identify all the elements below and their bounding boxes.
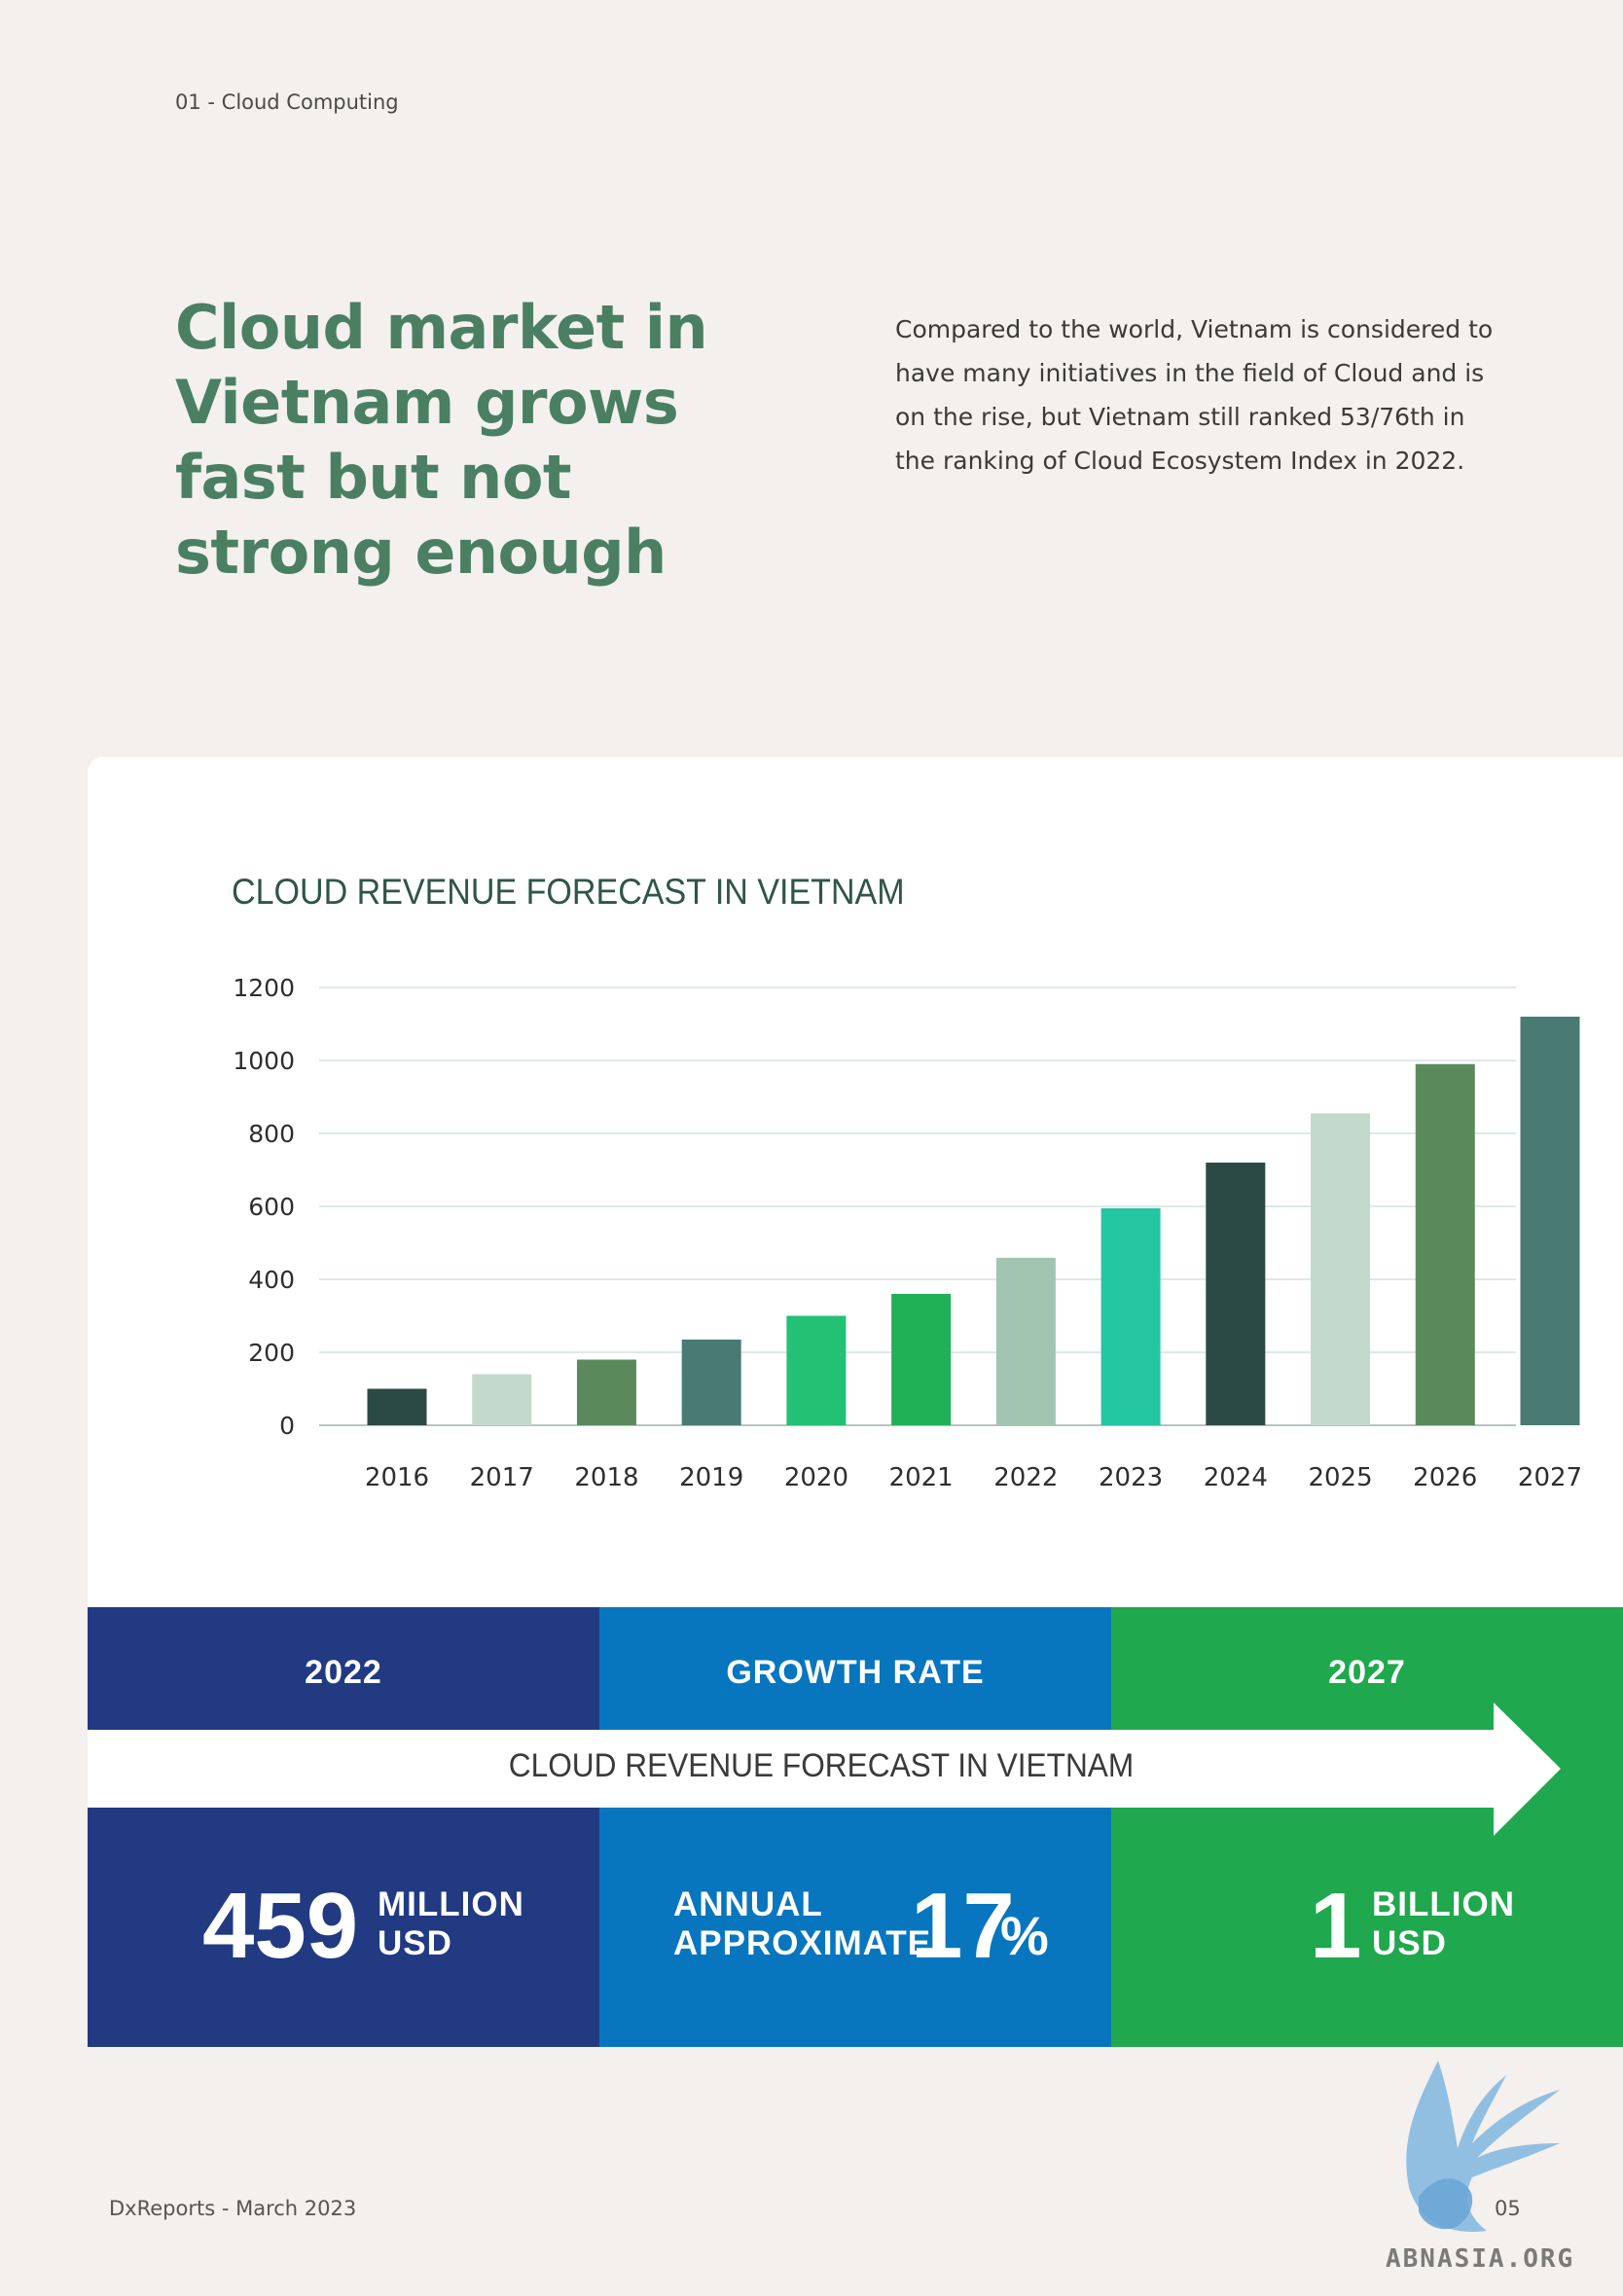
- unit-2027-line1: BILLION: [1372, 1885, 1515, 1923]
- y-tick-label: 200: [248, 1339, 295, 1367]
- y-tick-label: 1000: [233, 1047, 295, 1075]
- intro-paragraph: Compared to the world, Vietnam is consid…: [895, 315, 1494, 475]
- footer-page-number: 05: [1495, 2197, 1521, 2220]
- summary-2022-panel: [88, 1607, 599, 2047]
- x-tick-label: 2017: [470, 1463, 534, 1492]
- y-tick-label: 1200: [233, 974, 295, 1002]
- summary-growth-panel: [599, 1607, 1111, 2047]
- bar-2024: [1206, 1163, 1266, 1425]
- x-tick-label: 2022: [993, 1463, 1058, 1492]
- unit-2022-line2: USD: [378, 1924, 452, 1962]
- unit-2022-line1: MILLION: [378, 1885, 524, 1923]
- bar-2021: [891, 1294, 952, 1425]
- bar-2019: [681, 1339, 741, 1425]
- x-tick-label: 2021: [889, 1463, 954, 1492]
- y-tick-label: 800: [248, 1120, 295, 1148]
- revenue-bar-chart: 0 200 400 600 800 1000 1200 2016 2017 2018 2019 202…: [233, 974, 1582, 1492]
- unit-2027-line2: USD: [1372, 1924, 1447, 1962]
- bar-2026: [1415, 1063, 1475, 1425]
- summary-2022-header: 2022: [305, 1654, 382, 1691]
- bar-2016: [367, 1388, 427, 1425]
- x-tick-label: 2025: [1308, 1463, 1372, 1492]
- growth-value: 17: [911, 1874, 1015, 1978]
- x-tick-label: 2016: [365, 1463, 429, 1492]
- arrow-label: CLOUD REVENUE FORECAST IN VIETNAM: [508, 1747, 1135, 1784]
- x-tick-label: 2024: [1204, 1463, 1268, 1492]
- summary-2027-panel: [1111, 1607, 1623, 2047]
- y-tick-label: 0: [279, 1412, 295, 1440]
- bar-2018: [576, 1359, 636, 1425]
- bar-2023: [1100, 1207, 1161, 1425]
- griffin-logo-icon: [1406, 2061, 1560, 2232]
- bar-2020: [786, 1315, 847, 1425]
- x-tick-label: 2020: [784, 1463, 848, 1492]
- page-title: Cloud market in Vietnam grows fast but n…: [175, 292, 708, 588]
- bar-2025: [1311, 1113, 1371, 1425]
- summary-growth-header: GROWTH RATE: [726, 1654, 985, 1691]
- breadcrumb: 01 - Cloud Computing: [175, 90, 399, 114]
- y-tick-label: 400: [248, 1266, 295, 1294]
- x-tick-label: 2026: [1413, 1463, 1477, 1492]
- x-tick-label: 2019: [679, 1463, 743, 1492]
- summary-2027-header: 2027: [1328, 1654, 1406, 1691]
- chart-title: CLOUD REVENUE FORECAST IN VIETNAM: [232, 872, 905, 912]
- y-tick-label: 600: [248, 1193, 295, 1221]
- bar-2027: [1520, 1017, 1580, 1425]
- growth-prefix-line1: ANNUAL: [673, 1885, 823, 1923]
- growth-suffix: %: [1000, 1905, 1049, 1966]
- growth-prefix-line2: APPROXIMATE: [673, 1924, 932, 1962]
- bar-2017: [472, 1374, 532, 1425]
- watermark-text: ABNASIA.ORG: [1386, 2244, 1575, 2274]
- x-tick-label: 2027: [1518, 1463, 1582, 1492]
- value-2027: 1: [1310, 1874, 1362, 1978]
- bar-2022: [995, 1257, 1056, 1425]
- x-tick-label: 2018: [574, 1463, 638, 1492]
- footer-source: DxReports - March 2023: [109, 2197, 357, 2220]
- value-2022: 459: [202, 1874, 359, 1978]
- x-tick-label: 2023: [1099, 1463, 1163, 1492]
